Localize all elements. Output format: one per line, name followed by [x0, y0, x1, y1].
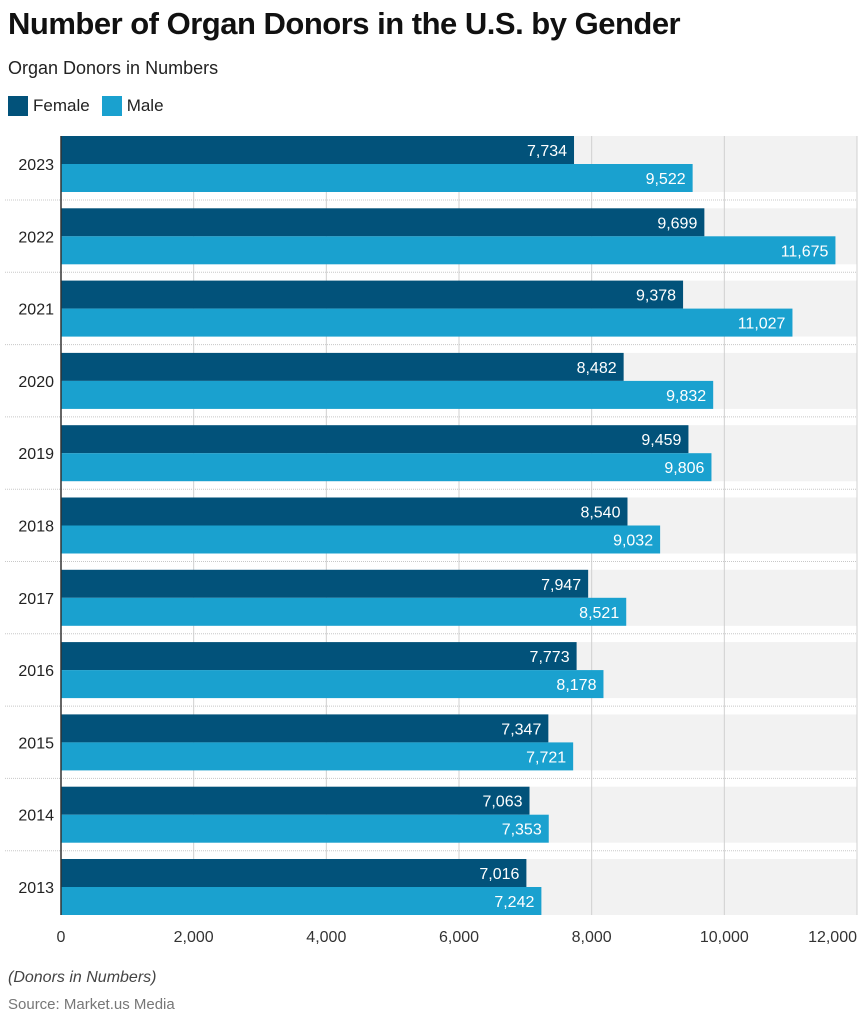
data-label-female-2020: 8,482 — [577, 360, 617, 377]
data-label-female-2013: 7,016 — [479, 866, 519, 883]
data-label-female-2019: 9,459 — [641, 432, 681, 449]
x-tick-label: 0 — [57, 929, 66, 946]
bar-male-2015 — [61, 742, 574, 771]
bar-male-2017 — [61, 597, 627, 626]
bar-female-2022 — [61, 208, 705, 237]
y-tick-label: 2013 — [18, 880, 54, 897]
legend-swatch-female — [8, 96, 28, 116]
data-label-female-2018: 8,540 — [580, 505, 620, 522]
y-tick-label: 2020 — [18, 374, 54, 391]
x-tick-label: 4,000 — [306, 929, 346, 946]
y-tick-label: 2016 — [18, 663, 54, 680]
data-label-male-2022: 11,675 — [781, 243, 829, 260]
bar-female-2023 — [61, 136, 575, 164]
data-label-male-2018: 9,032 — [613, 533, 653, 550]
bar-female-2016 — [61, 642, 577, 671]
x-tick-label: 6,000 — [439, 929, 479, 946]
bar-male-2020 — [61, 380, 714, 409]
y-tick-label: 2022 — [18, 229, 54, 246]
legend-item-female[interactable]: Female — [8, 96, 90, 116]
bar-female-2021 — [61, 280, 684, 309]
bar-male-2014 — [61, 814, 549, 843]
data-label-female-2021: 9,378 — [636, 288, 676, 305]
data-label-male-2023: 9,522 — [646, 171, 686, 188]
x-tick-label: 8,000 — [572, 929, 612, 946]
y-tick-label: 2018 — [18, 519, 54, 536]
chart-note: (Donors in Numbers) — [8, 969, 157, 986]
data-label-male-2017: 8,521 — [579, 605, 619, 622]
data-label-male-2015: 7,721 — [526, 749, 566, 766]
legend-label-male: Male — [126, 96, 164, 115]
y-tick-label: 2023 — [18, 157, 54, 174]
y-tick-label: 2021 — [18, 302, 54, 319]
data-label-female-2023: 7,734 — [527, 143, 567, 160]
data-label-male-2016: 8,178 — [556, 677, 596, 694]
data-label-male-2013: 7,242 — [494, 894, 534, 911]
data-label-female-2014: 7,063 — [482, 794, 522, 811]
legend-swatch-male — [101, 96, 122, 116]
bar-male-2022 — [61, 236, 836, 265]
bar-female-2020 — [61, 352, 624, 381]
bar-male-2013 — [61, 887, 542, 915]
bar-male-2019 — [61, 453, 712, 482]
y-tick-label: 2017 — [18, 591, 54, 608]
bar-female-2018 — [61, 497, 628, 526]
data-label-male-2021: 11,027 — [738, 316, 786, 333]
chart-title: Number of Organ Donors in the U.S. by Ge… — [8, 6, 681, 41]
data-label-female-2015: 7,347 — [501, 721, 541, 738]
bar-male-2021 — [61, 308, 793, 337]
chart-subtitle: Organ Donors in Numbers — [8, 58, 219, 78]
bar-female-2017 — [61, 569, 589, 598]
data-label-female-2017: 7,947 — [541, 577, 581, 594]
x-tick-label: 10,000 — [700, 929, 749, 946]
data-label-female-2016: 7,773 — [530, 649, 570, 666]
bar-female-2014 — [61, 786, 530, 815]
chart-source: Source: Market.us Media — [8, 996, 175, 1013]
bar-female-2019 — [61, 425, 689, 454]
bar-male-2023 — [61, 164, 693, 192]
legend: Female Male — [8, 96, 164, 116]
data-label-male-2014: 7,353 — [502, 822, 542, 839]
bar-female-2015 — [61, 714, 549, 743]
data-label-male-2019: 9,806 — [664, 460, 704, 477]
bar-female-2013 — [61, 859, 527, 887]
y-tick-label: 2015 — [18, 735, 54, 752]
y-tick-label: 2014 — [18, 808, 54, 825]
data-label-male-2020: 9,832 — [666, 388, 706, 405]
x-tick-label: 2,000 — [174, 929, 214, 946]
y-tick-label: 2019 — [18, 446, 54, 463]
data-label-female-2022: 9,699 — [657, 215, 697, 232]
x-tick-label: 12,000 — [808, 929, 857, 946]
legend-item-male[interactable]: Male — [101, 96, 164, 116]
legend-label-female: Female — [33, 96, 90, 115]
bar-male-2016 — [61, 670, 604, 699]
bar-male-2018 — [61, 525, 661, 554]
